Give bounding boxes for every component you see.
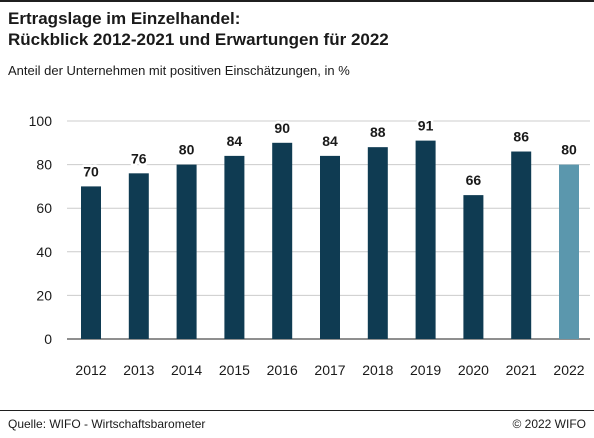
chart-title: Ertragslage im Einzelhandel: Rückblick 2… — [8, 8, 389, 50]
bar-2014 — [176, 164, 197, 339]
bar-2018 — [367, 147, 388, 339]
x-tick-label-2021: 2021 — [506, 362, 537, 378]
y-axis-ticks: 0 20 40 60 80 100 — [29, 113, 53, 347]
x-tick-label-2020: 2020 — [458, 362, 489, 378]
bars — [81, 140, 579, 339]
data-labels: 70 76 80 84 90 84 88 91 66 86 80 — [81, 115, 580, 191]
bar-2017 — [320, 155, 340, 339]
data-label-2022: 80 — [561, 142, 577, 158]
bar-2019 — [415, 140, 436, 339]
bar-2013 — [128, 173, 149, 339]
bar-2016 — [272, 142, 293, 339]
x-axis-ticks: 2012 2013 2014 2015 2016 2017 2018 2019 2020 2021… — [75, 362, 584, 378]
bar-chart: 0 20 40 60 80 100 70 76 80 84 90 84 88 91 66 86 80 2012… — [29, 113, 590, 378]
bar-2022 — [559, 164, 579, 339]
copyright-note: © 2022 WIFO — [512, 417, 586, 431]
x-tick-label-2022: 2022 — [553, 362, 584, 378]
bar-2012 — [81, 186, 101, 339]
x-tick-label-2013: 2013 — [123, 362, 154, 378]
x-tick-label-2018: 2018 — [362, 362, 393, 378]
data-label-2021: 86 — [513, 129, 529, 145]
top-rule — [0, 0, 594, 2]
x-tick-label-2019: 2019 — [410, 362, 441, 378]
y-tick-label: 0 — [44, 331, 52, 347]
data-label-2019: 91 — [418, 118, 434, 134]
x-tick-label-2012: 2012 — [75, 362, 106, 378]
y-tick-label: 100 — [29, 113, 53, 129]
data-label-2018: 88 — [370, 124, 386, 140]
bar-2020 — [463, 195, 484, 339]
data-label-2020: 66 — [466, 172, 482, 188]
y-tick-label: 60 — [36, 200, 52, 216]
x-tick-label-2014: 2014 — [171, 362, 202, 378]
data-label-2012: 70 — [83, 163, 99, 179]
bar-2021 — [511, 151, 532, 339]
y-tick-label: 40 — [36, 244, 52, 260]
chart-title-line-1: Ertragslage im Einzelhandel: — [8, 9, 241, 28]
y-tick-label: 80 — [36, 157, 52, 173]
chart-subtitle: Anteil der Unternehmen mit positiven Ein… — [8, 63, 350, 78]
y-tick-label: 20 — [36, 287, 52, 303]
bar-2015 — [224, 155, 245, 339]
data-label-2016: 90 — [274, 120, 290, 136]
x-tick-label-2015: 2015 — [219, 362, 250, 378]
x-tick-label-2017: 2017 — [314, 362, 345, 378]
data-label-2015: 84 — [227, 133, 243, 149]
bottom-rule — [0, 410, 594, 411]
x-tick-label-2016: 2016 — [267, 362, 298, 378]
chart-title-line-2: Rückblick 2012-2021 und Erwartungen für … — [8, 30, 389, 49]
source-note: Quelle: WIFO - Wirtschaftsbarometer — [8, 417, 206, 431]
data-label-2013: 76 — [131, 150, 147, 166]
data-label-2014: 80 — [179, 142, 195, 158]
data-label-2017: 84 — [322, 133, 338, 149]
